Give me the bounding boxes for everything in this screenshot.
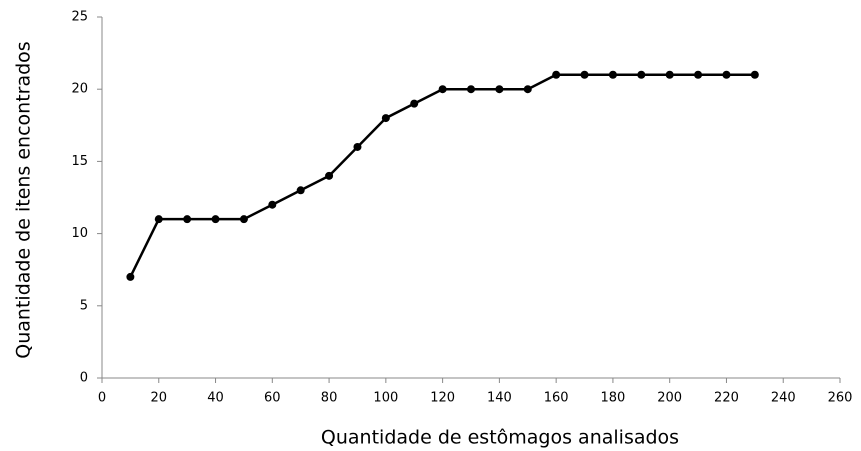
data-point <box>211 215 220 224</box>
y-tick-label: 10 <box>71 226 88 241</box>
data-point <box>268 200 277 209</box>
x-tick-label: 20 <box>150 391 167 406</box>
y-tick-label: 15 <box>71 154 88 169</box>
x-axis-title: Quantidade de estômagos analisados <box>321 427 679 449</box>
data-point <box>353 142 362 151</box>
x-tick-label: 200 <box>657 391 682 406</box>
data-point <box>183 215 192 224</box>
x-tick-label: 120 <box>430 391 455 406</box>
y-tick-label: 20 <box>71 82 88 97</box>
data-point <box>325 171 334 180</box>
data-point <box>381 114 390 123</box>
data-point <box>410 99 419 108</box>
x-tick-label: 40 <box>207 391 224 406</box>
data-point <box>239 215 248 224</box>
data-point <box>467 85 475 94</box>
x-tick-label: 80 <box>321 391 338 406</box>
y-tick-label: 5 <box>80 298 88 313</box>
data-point <box>552 70 561 79</box>
data-point <box>722 70 731 79</box>
x-tick-label: 180 <box>601 391 626 406</box>
data-point <box>438 85 447 94</box>
y-tick-label: 0 <box>80 371 88 386</box>
x-tick-label: 220 <box>714 391 739 406</box>
data-point <box>750 70 759 79</box>
x-tick-label: 160 <box>544 391 569 406</box>
data-point <box>296 186 305 195</box>
data-point <box>126 272 135 281</box>
x-tick-label: 60 <box>264 391 281 406</box>
series-line <box>129 73 755 278</box>
data-point <box>154 215 163 224</box>
data-point <box>665 70 674 79</box>
x-tick-label: 260 <box>828 391 853 406</box>
data-point <box>608 70 617 79</box>
y-axis-title: Quantidade de itens encontrados <box>13 41 35 358</box>
x-tick-label: 100 <box>373 391 398 406</box>
data-point <box>580 70 589 79</box>
data-point <box>495 85 504 94</box>
y-tick-label: 25 <box>71 10 88 25</box>
data-point <box>523 85 532 94</box>
x-tick-label: 0 <box>98 391 106 406</box>
data-point <box>694 70 703 79</box>
x-tick-label: 140 <box>487 391 512 406</box>
x-tick-label: 240 <box>771 391 796 406</box>
data-point <box>637 70 646 79</box>
